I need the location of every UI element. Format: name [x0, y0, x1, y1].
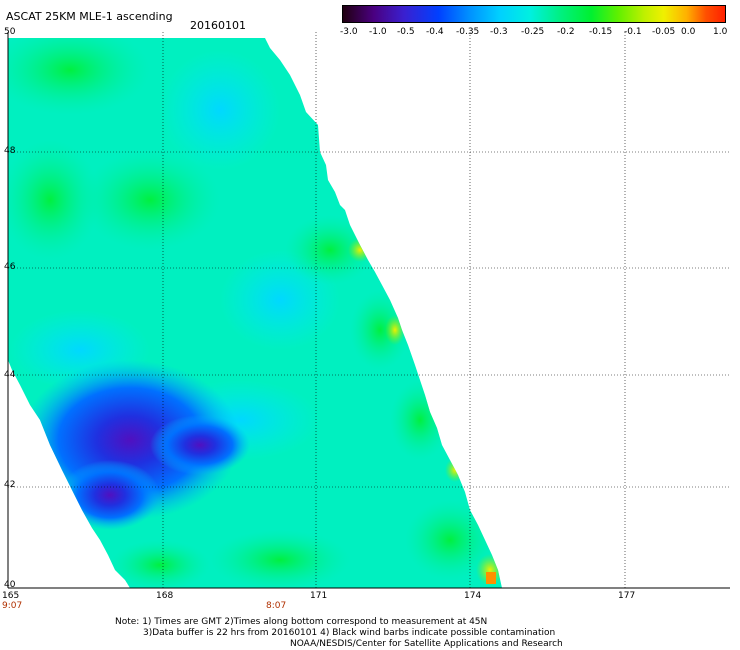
colorbar-tick-labels: -3.0 -1.0 -0.5 -0.4 -0.35 -0.3 -0.25 -0.…	[330, 27, 740, 39]
colorbar	[342, 5, 726, 23]
time-label: 9:07	[2, 601, 23, 611]
colorbar-gradient	[343, 6, 725, 22]
colorbar-tick: -0.4	[426, 27, 444, 37]
note-line-1: Note: 1) Times are GMT 2)Times along bot…	[115, 617, 488, 627]
time-label: 8:07	[266, 601, 287, 611]
map-date: 20160101	[190, 19, 246, 32]
x-tick-label: 168	[156, 591, 174, 601]
y-tick-label: 50	[4, 27, 16, 37]
y-tick-label: 46	[4, 262, 16, 272]
x-tick-label: 171	[310, 591, 328, 601]
note-line-2: 3)Data buffer is 22 hrs from 20160101 4)…	[143, 628, 556, 638]
colorbar-tick: -0.3	[490, 27, 508, 37]
y-tick-label: 44	[4, 370, 16, 380]
colorbar-tick: -0.1	[624, 27, 642, 37]
y-tick-label: 48	[4, 146, 16, 156]
x-tick-label: 165	[2, 591, 20, 601]
colorbar-tick: -3.0	[340, 27, 358, 37]
y-tick-label: 42	[4, 480, 16, 490]
colorbar-tick: 0.0	[681, 27, 696, 37]
colorbar-tick: -1.0	[369, 27, 387, 37]
colorbar-tick: -0.25	[521, 27, 545, 37]
colorbar-tick: -0.5	[397, 27, 415, 37]
colorbar-tick: 1.0	[713, 27, 728, 37]
colorbar-tick: -0.05	[652, 27, 676, 37]
note-line-3: NOAA/NESDIS/Center for Satellite Applica…	[290, 639, 563, 649]
x-tick-label: 177	[618, 591, 636, 601]
map-title: ASCAT 25KM MLE-1 ascending	[6, 10, 173, 23]
swath-data	[8, 38, 502, 588]
colorbar-tick: -0.35	[456, 27, 480, 37]
colorbar-tick: -0.15	[589, 27, 613, 37]
colorbar-tick: -0.2	[557, 27, 575, 37]
x-tick-label: 174	[464, 591, 482, 601]
y-tick-label: 40	[4, 580, 16, 590]
map-grid	[8, 32, 730, 588]
